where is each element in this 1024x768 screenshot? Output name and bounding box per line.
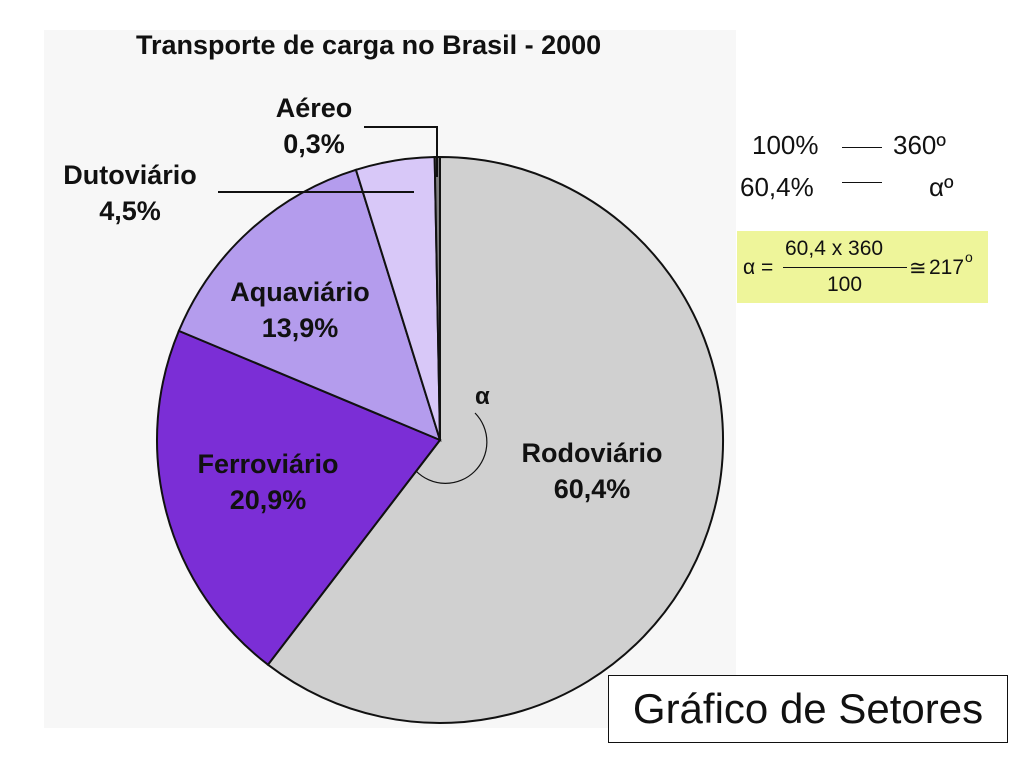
chart-panel: Transporte de carga no Brasil - 2000 α R… [44,30,736,728]
label-name-aereo: Aéreo [276,93,353,123]
proportion-row2-dash [842,182,882,183]
caption-text: Gráfico de Setores [632,685,984,732]
slice-ferroviario [156,329,442,667]
alpha-arc [415,412,488,484]
label-value-aereo: 0,3% [283,129,345,159]
proportion-row1-dash [842,147,882,148]
label-value-aquaviario: 13,9% [262,313,339,343]
label-name-dutoviario: Dutoviário [63,160,197,190]
proportion-row1-left: 100% [752,130,819,160]
formula-approx: ≅ [909,257,927,280]
label-value-dutoviario: 4,5% [99,196,161,226]
slice-aquaviario [177,168,442,442]
caption-box: Gráfico de Setores [608,675,1008,743]
pie-chart: Transporte de carga no Brasil - 2000 α R… [63,30,724,724]
label-value-ferroviario: 20,9% [230,485,307,515]
proportion-row2-left: 60,4% [740,172,814,202]
fraction-bar [783,267,907,268]
label-name-ferroviario: Ferroviário [197,449,338,479]
formula-box: α = 60,4 x 360 100 ≅ 217 o [737,231,988,303]
proportion-row1-right: 360º [893,130,946,160]
formula-result: 217 [929,256,965,279]
formula-denominator: 100 [827,273,863,296]
slice-rodoviario [266,155,724,724]
chart-title: Transporte de carga no Brasil - 2000 [136,30,601,60]
label-name-rodoviario: Rodoviário [521,438,662,468]
formula-numerator: 60,4 x 360 [785,237,884,260]
label-name-aquaviario: Aquaviário [230,277,370,307]
formula-lhs: α = [743,256,774,279]
leader-aereo [364,126,438,177]
label-value-rodoviario: 60,4% [554,474,631,504]
alpha-marker: α [475,383,490,410]
proportion-row2-right: αº [929,172,954,202]
formula-result-degree: o [965,249,973,265]
